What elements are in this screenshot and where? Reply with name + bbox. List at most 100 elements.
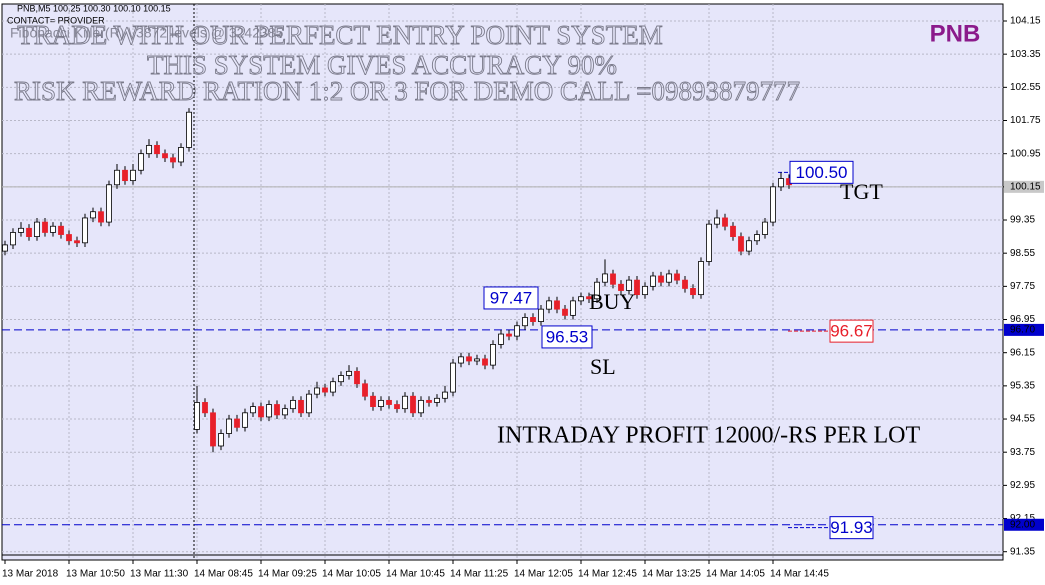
chart-title: PNB (930, 20, 981, 47)
candle-body (258, 406, 264, 418)
price-box (541, 325, 593, 349)
candle-body (346, 370, 352, 376)
candle-body (314, 387, 320, 395)
y-tick-label: 102.55 (1010, 82, 1041, 93)
x-tick-label: 14 Mar 12:05 (514, 569, 573, 580)
y-tick-label: 98.55 (1010, 248, 1035, 259)
level-box (1004, 323, 1044, 336)
y-tick-label: 96.15 (1010, 347, 1035, 358)
plot-area (1, 3, 1004, 561)
candle-body (554, 300, 560, 310)
price-box-label: 96.53 (546, 327, 589, 346)
x-tick-label: 13 Mar 10:50 (66, 569, 125, 580)
candle-body (394, 404, 400, 410)
candle-body (682, 279, 688, 289)
candle-body (354, 370, 360, 385)
candle-body (610, 273, 616, 285)
price-box-label: 97.47 (490, 288, 533, 307)
labels: PNB,M5 100.25 100.30 100.10 100.15 CONTA… (2, 3, 1044, 580)
candle-body (18, 227, 24, 233)
last-price-box (1004, 180, 1044, 193)
price-box (483, 286, 539, 310)
candle-body (666, 273, 672, 283)
y-tick-label: 103.35 (1010, 49, 1041, 60)
y-tick-label: 93.75 (1010, 447, 1035, 458)
contact: CONTACT= PROVIDER (7, 15, 105, 25)
candle-body (730, 225, 736, 237)
header: PNB,M5 100.25 100.30 100.10 100.15 (17, 3, 171, 13)
candle-body (770, 186, 776, 223)
candle-body (754, 234, 760, 242)
y-tick-label: 94.55 (1010, 414, 1035, 425)
candle-body (26, 227, 32, 237)
candle-body (490, 343, 496, 366)
candle-body (498, 333, 504, 345)
candle-body (402, 395, 408, 410)
candle-body (114, 169, 120, 186)
candle-body (690, 288, 696, 296)
candle-body (210, 412, 216, 447)
x-tick-label: 14 Mar 10:45 (386, 569, 445, 580)
candle-body (10, 232, 16, 246)
candle-body (170, 157, 176, 163)
candle-body (698, 261, 704, 296)
candle-body (530, 317, 536, 322)
y-tick-label: 96.95 (1010, 314, 1035, 325)
candle-body (186, 111, 192, 148)
x-tick-label: 14 Mar 08:45 (194, 569, 253, 580)
candle-body (274, 404, 280, 416)
candle-body (242, 412, 248, 428)
candle-body (514, 325, 520, 337)
candle-body (338, 375, 344, 383)
candle-body (58, 225, 64, 235)
candle-body (706, 223, 712, 262)
y-tick-label: 101.75 (1010, 115, 1041, 126)
x-tick-label: 14 Mar 09:25 (258, 569, 317, 580)
candle-body (482, 358, 488, 366)
candle-body (50, 225, 56, 233)
candle-body (594, 281, 600, 300)
note: INTRADAY PROFIT 12000/-RS PER LOT (497, 423, 921, 449)
candle-body (450, 362, 456, 393)
candle-body (578, 296, 584, 302)
candle-body (370, 395, 376, 407)
candle-body (714, 217, 720, 225)
candle-body (506, 333, 512, 337)
note: SL (590, 354, 616, 379)
candle-body (226, 418, 232, 434)
level-box (1004, 518, 1044, 531)
candle-body (162, 153, 168, 159)
candle-body (250, 406, 256, 414)
price-box-label: 96.67 (830, 322, 873, 341)
candle-body (674, 273, 680, 281)
grid (2, 4, 1007, 564)
candle-body (658, 275, 664, 283)
candle-body (74, 240, 80, 244)
candle-body (194, 402, 200, 430)
candle-body (202, 402, 208, 414)
candle-body (386, 399, 392, 405)
candle-body (306, 393, 312, 414)
candle-body (426, 399, 432, 403)
candle-body (434, 397, 440, 403)
y-tick-label: 104.15 (1010, 16, 1041, 27)
candle-body (266, 404, 272, 418)
x-tick-label: 13 Mar 11:30 (130, 569, 189, 580)
candle-body (738, 236, 744, 252)
candle-body (722, 217, 728, 227)
y-tick-label: 100.95 (1010, 148, 1041, 159)
candle-body (538, 308, 544, 322)
x-tick-label: 14 Mar 13:25 (642, 569, 701, 580)
price-box (829, 319, 874, 343)
candle-body (562, 308, 568, 316)
candle-body (378, 399, 384, 407)
price-box-label: 100.50 (796, 163, 848, 182)
overlay-line: TRADE WITH OUR PERFECT ENTRY POINT SYSTE… (17, 20, 663, 50)
candle-body (522, 317, 528, 327)
price-box-label: 91.93 (830, 518, 873, 537)
candle-body (618, 283, 624, 291)
candle-body (330, 381, 336, 393)
candle-body (282, 408, 288, 416)
price-box (789, 160, 854, 184)
